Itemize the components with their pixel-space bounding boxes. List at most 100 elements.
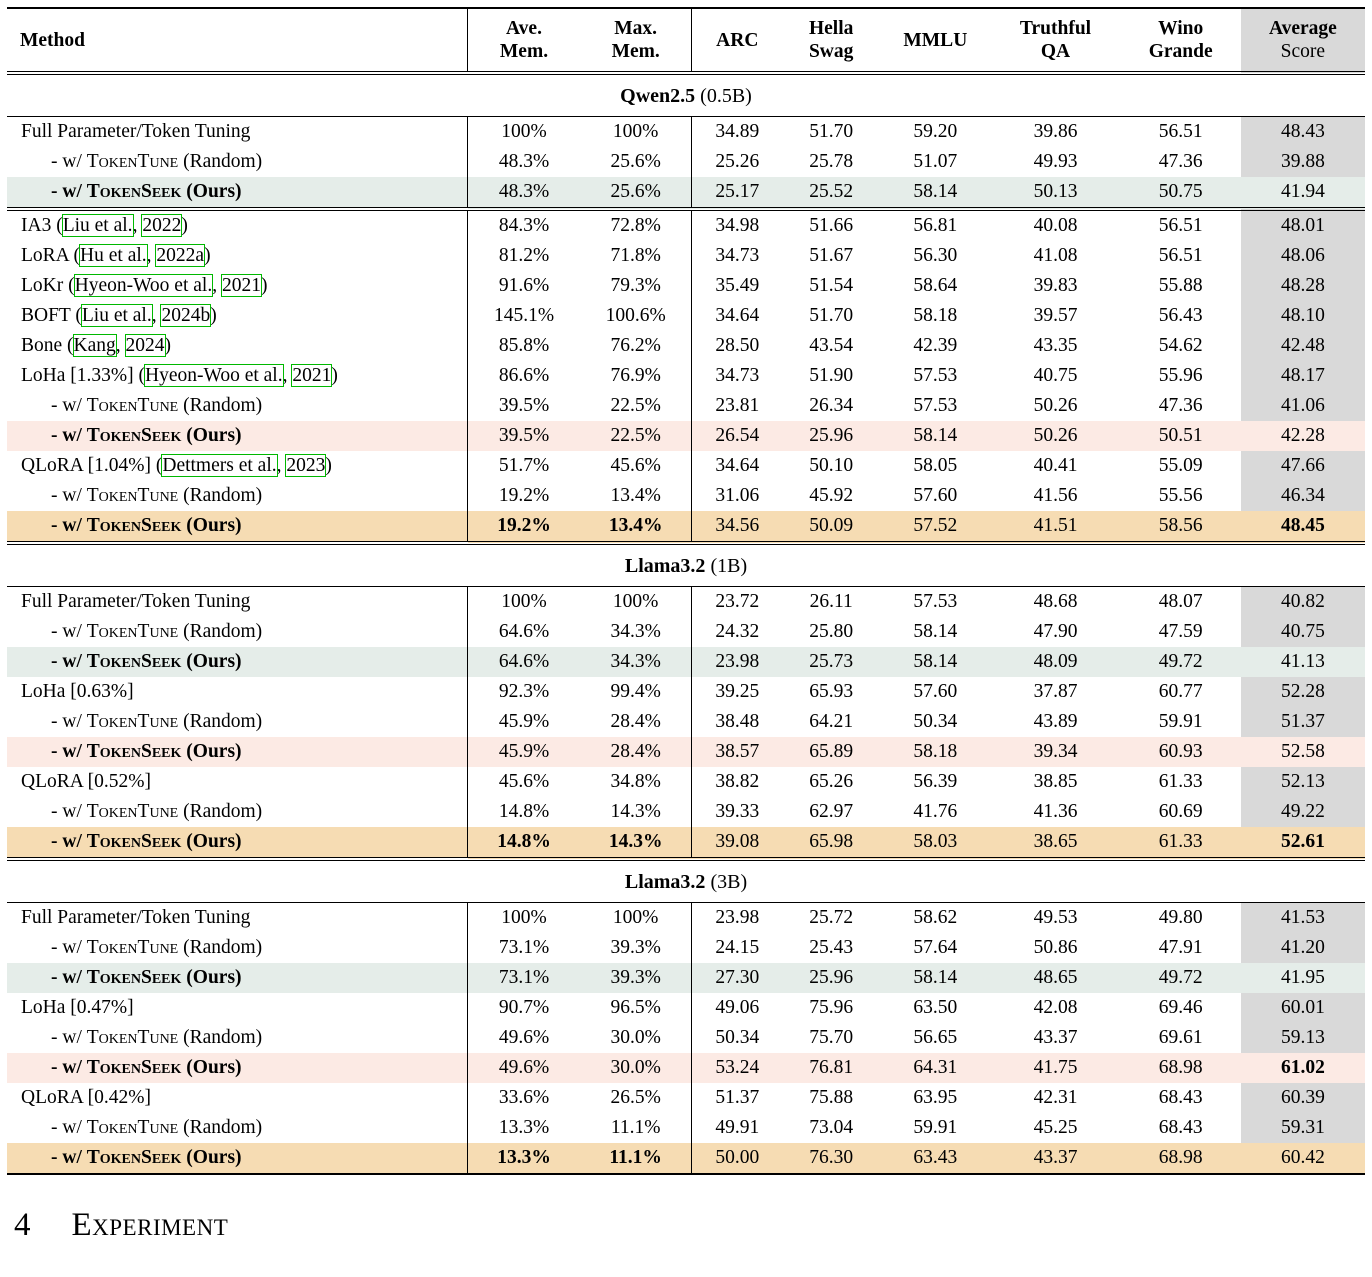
value-cell: 35.49: [715, 275, 760, 296]
citation-link[interactable]: 2023: [285, 454, 327, 477]
col-header-average-score: Average Score: [1240, 8, 1365, 75]
method-text: - w/: [51, 1117, 87, 1138]
citation-link[interactable]: 2024b: [160, 304, 212, 327]
method-cell: QLoRA [0.42%]: [7, 1083, 469, 1113]
value-cell: 79.3%: [579, 271, 693, 301]
value-cell: 47.59: [1158, 621, 1203, 642]
method-cell: - w/ TokenTune (Random): [7, 1023, 469, 1053]
citation-link[interactable]: Kang: [72, 334, 117, 357]
method-cell: IA3 (Liu et al., 2022): [7, 207, 469, 241]
value-cell: 56.43: [1158, 305, 1203, 326]
value-cell: 100%: [579, 116, 693, 147]
col-header-line: Mem.: [611, 41, 660, 62]
model-size: (1B): [705, 555, 748, 577]
value-cell: 43.54: [809, 335, 854, 356]
value-cell: 90.7%: [498, 997, 550, 1018]
value-cell: 25.6%: [579, 147, 693, 177]
method-text: ,: [212, 275, 222, 296]
value-cell: 56.51: [1120, 207, 1241, 241]
value-cell: 28.4%: [579, 707, 693, 737]
value-cell: 56.39: [913, 771, 958, 792]
method-cell: Full Parameter/Token Tuning: [7, 116, 469, 147]
value-cell: 40.75: [1033, 365, 1078, 386]
method-text: (Random): [178, 485, 263, 506]
value-cell: 58.18: [913, 305, 958, 326]
value-cell: 47.90: [1033, 621, 1078, 642]
value-cell: 33.6%: [498, 1087, 550, 1108]
method-text: LoHa [0.63%]: [21, 681, 134, 702]
value-cell: 64.6%: [498, 621, 550, 642]
value-cell: 34.73: [715, 365, 760, 386]
table-row: - w/ TokenTune (Random) 64.6% 34.3% 24.32 25…: [7, 617, 1365, 647]
table-row: IA3 (Liu et al., 2022) 84.3% 72.8% 34.98 51.…: [7, 207, 1365, 241]
col-header-line: Truthful: [1019, 18, 1092, 39]
method-text: - w/: [51, 1027, 87, 1048]
value-cell: 28.50: [715, 335, 760, 356]
value-cell: 25.6%: [579, 177, 693, 209]
value-cell: 47.66: [1240, 451, 1365, 481]
value-cell: 13.4%: [579, 481, 693, 511]
value-cell: 37.87: [1033, 681, 1078, 702]
value-cell: 45.25: [1033, 1117, 1078, 1138]
value-cell: 42.28: [1240, 421, 1365, 451]
value-cell: 51.54: [809, 275, 854, 296]
value-cell: 76.9%: [579, 361, 693, 391]
method-text: Full Parameter/Token Tuning: [21, 591, 251, 612]
method-text: QLoRA [0.42%]: [21, 1087, 151, 1108]
citation-link[interactable]: Liu et al.: [80, 304, 153, 327]
citation-link[interactable]: Hyeon-Woo et al.: [73, 274, 214, 297]
col-header-line: Swag: [808, 41, 854, 62]
value-cell: 39.08: [691, 827, 783, 859]
value-cell: 41.94: [1240, 177, 1365, 209]
value-cell: 50.10: [809, 455, 854, 476]
value-cell: 47.36: [1158, 395, 1203, 416]
value-cell: 34.56: [691, 511, 783, 543]
value-cell: 43.89: [1033, 711, 1078, 732]
value-cell: 56.51: [1158, 121, 1203, 142]
model-section-title: Llama3.2 (1B): [7, 541, 1365, 587]
value-cell: 63.50: [913, 997, 958, 1018]
value-cell: 47.91: [1158, 937, 1203, 958]
citation-link[interactable]: Liu et al.: [61, 214, 134, 237]
value-cell: 14.8%: [498, 801, 550, 822]
value-cell: 23.98: [691, 647, 783, 677]
value-cell: 50.26: [990, 421, 1121, 451]
value-cell: 24.32: [715, 621, 760, 642]
value-cell: 40.82: [1240, 586, 1365, 617]
method-text: - w/: [51, 621, 87, 642]
citation-link[interactable]: Dettmers et al.: [161, 454, 278, 477]
method-text: ): [164, 335, 172, 356]
value-cell: 76.30: [782, 1143, 881, 1174]
method-text: - w/: [51, 485, 87, 506]
table-row: - w/ TokenTune (Random) 73.1% 39.3% 24.15 25…: [7, 933, 1365, 963]
method-cell: - w/ TokenSeek (Ours): [7, 827, 469, 859]
value-cell: 51.7%: [498, 455, 550, 476]
citation-link[interactable]: 2022: [141, 214, 183, 237]
citation-link[interactable]: 2022a: [155, 244, 206, 267]
table-row: - w/ TokenSeek (Ours) 39.5% 22.5% 26.54 25.9…: [7, 421, 1365, 451]
method-text: TokenSeek: [86, 967, 182, 988]
citation-link[interactable]: Hu et al.: [79, 244, 148, 267]
method-cell: - w/ TokenTune (Random): [7, 933, 469, 963]
table-row: - w/ TokenSeek (Ours) 19.2% 13.4% 34.56 50.0…: [7, 511, 1365, 543]
value-cell: 52.28: [1240, 677, 1365, 707]
value-cell: 40.75: [1240, 617, 1365, 647]
citation-link[interactable]: 2021: [220, 274, 262, 297]
method-text: TokenTune: [86, 937, 179, 958]
value-cell: 50.34: [913, 711, 958, 732]
value-cell: 40.41: [1033, 455, 1078, 476]
citation-link[interactable]: Hyeon-Woo et al.: [144, 364, 284, 387]
citation-link[interactable]: 2024: [124, 334, 166, 357]
col-header-line: Average: [1268, 18, 1337, 39]
value-cell: 49.72: [1120, 647, 1241, 677]
value-cell: 39.86: [1033, 121, 1078, 142]
value-cell: 45.6%: [498, 771, 550, 792]
value-cell: 45.92: [809, 485, 854, 506]
value-cell: 57.53: [913, 591, 958, 612]
table-row: - w/ TokenTune (Random) 49.6% 30.0% 50.34 75…: [7, 1023, 1365, 1053]
col-header-method: Method: [7, 8, 469, 75]
citation-link[interactable]: 2021: [291, 364, 333, 387]
method-text: (Ours): [181, 741, 242, 762]
value-cell: 59.13: [1240, 1023, 1365, 1053]
value-cell: 25.26: [715, 151, 760, 172]
